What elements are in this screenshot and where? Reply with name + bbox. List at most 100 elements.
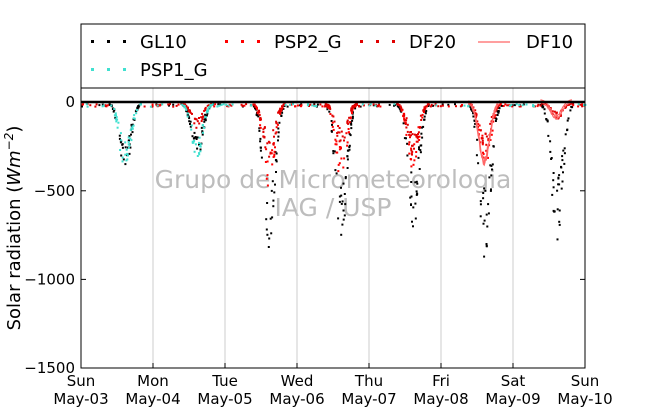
data-point <box>110 104 113 107</box>
data-point <box>406 154 409 157</box>
data-point <box>429 105 432 108</box>
data-point <box>410 181 413 183</box>
data-point <box>270 152 273 155</box>
data-point <box>477 162 480 165</box>
data-point <box>354 107 357 110</box>
data-point <box>337 217 340 220</box>
data-point <box>272 156 275 158</box>
data-point <box>243 104 246 107</box>
data-point <box>489 164 492 167</box>
ylabel-plain: Solar radiation ( <box>4 186 25 331</box>
data-point <box>120 139 123 142</box>
data-point <box>269 217 272 220</box>
data-point <box>425 110 428 112</box>
data-point <box>216 105 219 108</box>
data-point <box>347 128 350 130</box>
data-point <box>336 134 339 137</box>
data-point <box>275 120 278 123</box>
data-point <box>277 139 279 142</box>
data-point <box>156 104 159 107</box>
series-DF20 <box>86 102 586 158</box>
data-point <box>482 153 485 155</box>
data-point <box>306 104 309 107</box>
data-point <box>491 163 494 166</box>
data-point <box>119 149 122 151</box>
data-point <box>372 103 375 106</box>
data-point <box>114 118 117 121</box>
data-point <box>127 136 130 139</box>
data-point <box>411 133 414 136</box>
data-point <box>345 132 348 135</box>
data-point <box>581 104 584 107</box>
data-point <box>183 105 186 108</box>
data-point <box>271 163 274 166</box>
data-point <box>95 103 98 106</box>
data-point <box>286 105 289 108</box>
data-point <box>430 103 433 106</box>
data-point <box>337 163 340 166</box>
data-point <box>266 202 269 204</box>
data-point <box>545 118 548 120</box>
data-point <box>151 103 154 106</box>
data-point <box>577 105 580 108</box>
data-point <box>396 105 399 107</box>
data-point <box>199 150 202 153</box>
data-point <box>127 143 130 146</box>
data-point <box>481 134 484 137</box>
data-point <box>271 180 274 183</box>
data-point <box>273 135 275 138</box>
data-point <box>400 108 403 111</box>
data-point <box>275 152 278 155</box>
data-point <box>321 105 324 108</box>
data-point <box>289 103 292 106</box>
data-point <box>484 132 487 135</box>
data-point <box>405 126 408 129</box>
data-point <box>347 122 350 125</box>
data-point <box>189 125 192 128</box>
data-point <box>226 105 229 108</box>
data-point <box>490 174 493 177</box>
data-point <box>490 133 493 136</box>
data-point <box>279 112 282 115</box>
data-point <box>494 114 497 117</box>
data-point <box>81 103 84 106</box>
data-point <box>274 146 276 149</box>
data-point <box>138 104 141 107</box>
data-point <box>369 103 372 106</box>
data-point <box>419 149 422 152</box>
data-point <box>274 132 277 135</box>
data-point <box>351 107 354 110</box>
data-point <box>420 132 423 135</box>
data-point <box>341 200 344 203</box>
data-point <box>423 118 426 121</box>
data-point <box>461 104 463 106</box>
data-point <box>275 160 278 163</box>
data-point <box>196 136 199 139</box>
data-point <box>405 137 407 140</box>
data-point <box>447 103 450 106</box>
data-point <box>556 238 559 241</box>
data-point <box>414 217 417 220</box>
data-point <box>169 103 171 106</box>
data-point <box>474 109 477 112</box>
data-point <box>265 148 268 151</box>
data-point <box>553 110 556 113</box>
data-point <box>404 121 407 124</box>
data-point <box>482 156 485 159</box>
data-point <box>127 141 130 143</box>
data-point <box>489 122 492 125</box>
data-point <box>557 177 560 180</box>
data-point <box>482 197 485 200</box>
data-point <box>188 110 191 113</box>
data-point <box>267 246 270 248</box>
data-point <box>335 140 338 143</box>
data-point <box>409 136 411 139</box>
data-point <box>502 105 505 107</box>
data-point <box>492 145 495 148</box>
data-point <box>254 107 256 110</box>
data-point <box>114 112 117 115</box>
data-point <box>521 104 524 107</box>
data-point <box>196 147 199 150</box>
data-point <box>335 143 338 146</box>
data-point <box>274 159 277 162</box>
